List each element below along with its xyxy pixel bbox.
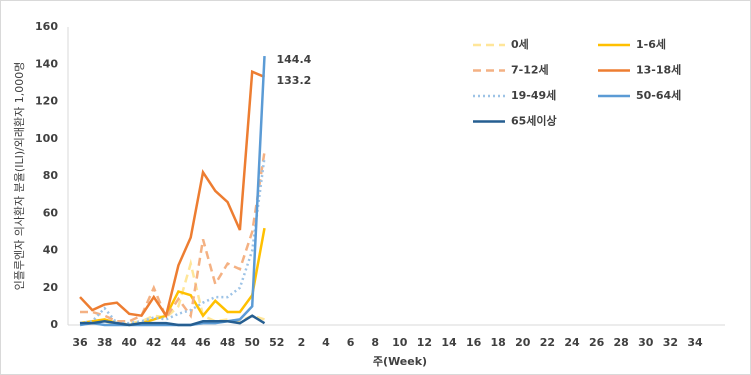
legend-label: 1-6세 (636, 37, 666, 51)
x-tick-label: 30 (638, 336, 654, 349)
x-tick-label: 38 (97, 336, 112, 349)
x-tick-label: 52 (269, 336, 284, 349)
y-tick-label: 60 (43, 206, 59, 219)
legend-label: 13-18세 (636, 63, 681, 77)
y-tick-label: 160 (35, 20, 58, 33)
data-label: 144.4 (277, 53, 312, 66)
y-tick-label: 100 (35, 132, 58, 145)
x-tick-label: 8 (371, 336, 379, 349)
x-tick-label: 50 (245, 336, 261, 349)
x-tick-label: 22 (540, 336, 555, 349)
series-line (79, 69, 265, 319)
x-tick-label: 2 (298, 336, 306, 349)
x-tick-label: 46 (195, 336, 211, 349)
data-label: 133.2 (277, 74, 312, 87)
y-tick-label: 40 (43, 244, 59, 257)
y-tick-label: 20 (43, 281, 59, 294)
x-tick-label: 16 (466, 336, 482, 349)
x-tick-label: 32 (663, 336, 678, 349)
y-tick-label: 120 (35, 95, 58, 108)
x-title: 주(Week) (373, 355, 427, 368)
series-line (80, 314, 266, 327)
legend-label: 65세이상 (511, 114, 557, 128)
x-tick-label: 26 (589, 336, 605, 349)
legend-label: 19-49세 (511, 88, 556, 102)
x-tick-label: 12 (417, 336, 432, 349)
x-tick-label: 44 (171, 336, 187, 349)
x-tick-label: 4 (322, 336, 330, 349)
x-tick-label: 40 (122, 336, 138, 349)
y-title: 인플루엔자 의사환자 분율(ILI)/외래환자 1,000명 (13, 62, 26, 291)
x-tick-label: 14 (441, 336, 457, 349)
legend-label: 0세 (511, 37, 529, 51)
x-tick-label: 48 (220, 336, 235, 349)
x-tick-label: 18 (491, 336, 506, 349)
series-line (79, 157, 266, 325)
x-tick-label: 28 (614, 336, 629, 349)
legend-label: 7-12세 (511, 63, 549, 77)
series-line (80, 151, 266, 323)
x-tick-label: 42 (146, 336, 161, 349)
x-tick-label: 20 (515, 336, 531, 349)
x-tick-label: 34 (687, 336, 703, 349)
y-tick-label: 80 (43, 169, 59, 182)
legend-label: 50-64세 (636, 88, 681, 102)
x-tick-label: 24 (564, 336, 580, 349)
y-tick-label: 0 (50, 318, 58, 331)
y-tick-label: 140 (35, 57, 58, 70)
x-tick-label: 36 (72, 336, 88, 349)
x-tick-label: 6 (347, 336, 355, 349)
x-tick-label: 10 (392, 336, 408, 349)
